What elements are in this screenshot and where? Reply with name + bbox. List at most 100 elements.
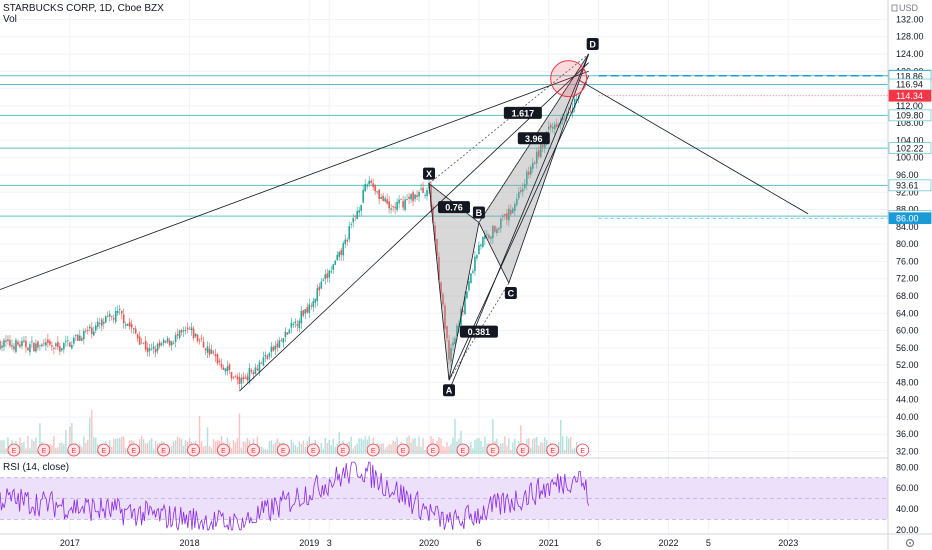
candle-body [402, 201, 404, 208]
ratio-label: 1.617 [503, 106, 542, 119]
earnings-marker[interactable]: E [546, 443, 560, 457]
candle-body [573, 99, 576, 108]
earnings-marker[interactable]: E [486, 443, 500, 457]
earnings-marker[interactable]: E [217, 443, 230, 457]
pattern-point-a[interactable]: A [442, 384, 455, 397]
candle-body [502, 215, 504, 217]
volume-bar [71, 423, 73, 454]
time-axis[interactable]: 2017 2018 2019 3 2020 6 2021 6 2022 5 2023 [60, 538, 798, 548]
volume-bar [412, 438, 414, 454]
candle-body [512, 208, 514, 214]
rsi-series [0, 461, 590, 532]
earnings-marker[interactable]: E [576, 443, 590, 457]
candle-body [11, 345, 13, 347]
candle-body [374, 185, 376, 192]
price-axis[interactable]: 32.00 36.00 40.00 44.00 48.00 52.00 56.00 60.00… [896, 14, 924, 456]
settings-gear-icon[interactable] [905, 538, 915, 548]
candle-body [430, 185, 432, 207]
volume-bar [354, 445, 356, 454]
earnings-marker[interactable]: E [306, 443, 320, 457]
candle-body [500, 218, 502, 229]
earnings-marker[interactable]: E [7, 443, 21, 457]
rsi-axis[interactable]: 20.00 40.00 60.00 80.00 [896, 462, 919, 534]
candle-body [258, 362, 261, 372]
volume-bar [63, 443, 65, 454]
horizontal-levels[interactable] [0, 74, 888, 219]
volume-bar [0, 439, 1, 454]
pattern-point-d[interactable]: D [586, 38, 599, 51]
pattern-point-c[interactable]: C [504, 287, 517, 300]
earnings-marker[interactable]: E [97, 443, 111, 457]
candle-body [192, 328, 195, 339]
currency-lock-icon[interactable] [891, 4, 898, 12]
candle-body [356, 210, 358, 220]
time-tick-label: 2019 [299, 538, 319, 548]
volume-bar [83, 436, 85, 454]
harmonic-pattern[interactable]: X A B C D 0.76 0.381 1.617 3.96 [0, 38, 809, 397]
candle-body [53, 348, 55, 349]
earnings-marker[interactable]: E [247, 443, 260, 457]
price-tick-label: 48.00 [896, 377, 919, 387]
earnings-marker[interactable]: E [366, 443, 380, 457]
candle-body [41, 344, 43, 347]
candle-body [482, 237, 484, 248]
reversal-zone-circle[interactable] [550, 60, 588, 98]
rsi-tick-label: 60.00 [896, 483, 919, 493]
candle-body [49, 340, 51, 345]
candle-body [208, 348, 211, 355]
volume-bar [364, 436, 366, 454]
volume-bar [424, 449, 426, 454]
candle-body [296, 324, 299, 326]
earnings-marker[interactable]: E [396, 443, 410, 457]
price-tick-label: 60.00 [896, 326, 919, 336]
time-tick-label: 6 [476, 538, 481, 548]
earnings-marker[interactable]: E [127, 443, 141, 457]
candle-body [432, 206, 434, 224]
candle-body [210, 349, 213, 354]
candle-body [406, 198, 408, 200]
rsi-tick-label: 80.00 [896, 462, 919, 472]
earnings-marker[interactable]: E [456, 443, 470, 457]
price-badge: 109.80 [888, 109, 932, 122]
candle-body [549, 124, 552, 128]
earnings-marker[interactable]: E [276, 443, 290, 457]
earnings-marker[interactable]: E [516, 443, 530, 457]
volume-bar [172, 441, 175, 454]
volume-bar [152, 449, 155, 454]
candle-body [336, 254, 339, 261]
volume-bar [184, 440, 187, 454]
pattern-point-x[interactable]: X [423, 167, 436, 180]
pattern-point-b[interactable]: B [472, 206, 485, 219]
candle-body [524, 183, 526, 189]
earnings-marker[interactable]: E [157, 443, 171, 457]
earnings-marker[interactable]: E [37, 443, 51, 457]
candle-body [138, 336, 141, 345]
volume-bar [504, 436, 506, 454]
earnings-marker[interactable]: E [67, 443, 81, 457]
candle-body [474, 256, 476, 271]
volume-bar [350, 436, 352, 454]
trend-line[interactable] [0, 70, 589, 290]
price-candles[interactable] [0, 93, 580, 390]
candle-body [98, 323, 101, 324]
candle-body [182, 330, 185, 332]
candle-body [156, 343, 159, 351]
candle-body [322, 279, 325, 281]
candle-body [71, 345, 73, 349]
volume-bars [0, 409, 580, 454]
candle-body [51, 345, 53, 347]
rsi-band [0, 477, 888, 520]
earnings-marker[interactable]: E [426, 443, 440, 457]
trend-line[interactable] [578, 79, 809, 215]
earnings-marker[interactable]: E [336, 443, 350, 457]
volume-bar [216, 440, 219, 454]
candle-body [528, 171, 530, 175]
candle-body [224, 368, 227, 372]
volume-bar [506, 445, 508, 454]
volume-bar [206, 427, 209, 454]
candle-body [350, 223, 353, 225]
earnings-marker[interactable]: E [187, 443, 200, 457]
candle-body [63, 343, 65, 350]
